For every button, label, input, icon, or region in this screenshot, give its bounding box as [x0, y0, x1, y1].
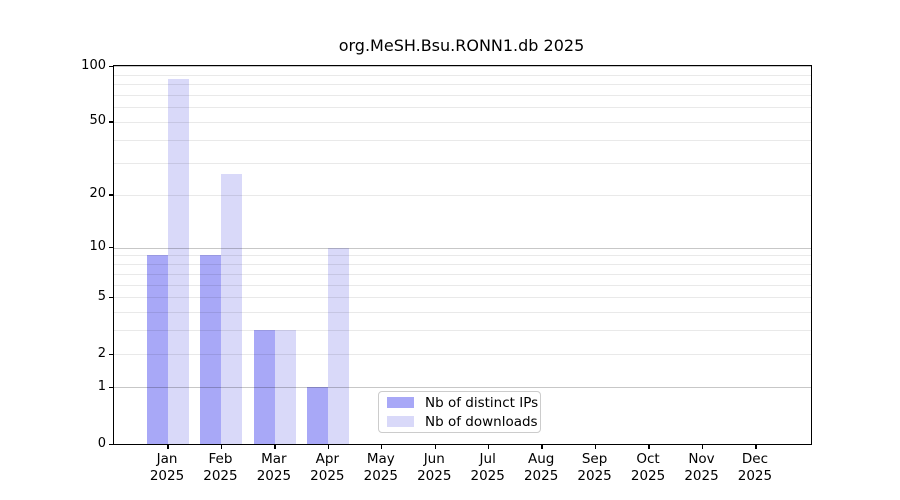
y-tick-label: 20	[89, 186, 106, 202]
y-tick-label: 1	[97, 378, 106, 394]
gridline-minor	[114, 94, 811, 96]
x-tick-year: 2025	[684, 468, 719, 484]
chart-title: org.MeSH.Bsu.RONN1.db 2025	[338, 36, 585, 55]
x-tick-month: Feb	[208, 451, 233, 467]
x-tick-year: 2025	[417, 468, 452, 484]
x-tick-year: 2025	[737, 468, 773, 484]
x-tick-month: Dec	[741, 451, 768, 467]
x-tick-year: 2025	[630, 468, 666, 484]
bar-distinct-ips-apr	[307, 387, 329, 444]
x-tick-mark	[488, 445, 490, 449]
bar-downloads-mar	[274, 330, 296, 444]
gridline-minor	[114, 139, 811, 141]
gridline-minor	[114, 121, 811, 123]
x-tick-label: Dec 2025	[723, 451, 787, 485]
x-tick-year: 2025	[203, 468, 238, 484]
y-tick-label: 5	[97, 288, 106, 304]
x-tick-year: 2025	[310, 468, 345, 484]
x-tick-year: 2025	[577, 468, 612, 484]
legend-item-distinct-ips: Nb of distinct IPs	[379, 395, 540, 411]
bar-downloads-jan	[168, 79, 189, 444]
y-tick-label: 0	[97, 435, 106, 451]
x-tick-year: 2025	[149, 468, 185, 484]
x-tick-mark	[327, 445, 330, 449]
gridline-minor	[114, 194, 811, 196]
bar-downloads-apr	[328, 247, 350, 444]
y-tick-mark	[109, 386, 113, 389]
y-tick-label: 2	[97, 345, 106, 361]
plot-area	[109, 65, 812, 449]
x-tick-label: Apr 2025	[295, 451, 359, 485]
y-tick-mark	[109, 121, 113, 123]
x-tick-label: Jan 2025	[135, 451, 199, 485]
bar-distinct-ips-feb	[200, 255, 222, 444]
y-tick-mark	[109, 296, 113, 299]
x-tick-label: Nov 2025	[670, 451, 734, 485]
x-tick-mark	[701, 445, 704, 449]
x-tick-month: Mar	[261, 451, 287, 467]
x-tick-year: 2025	[470, 468, 505, 484]
legend: Nb of distinct IPs Nb of downloads	[378, 391, 541, 433]
y-tick-label: 100	[81, 57, 106, 73]
x-tick-label: Jun 2025	[402, 451, 466, 485]
x-tick-month: Jul	[479, 451, 496, 467]
gridline-major	[114, 247, 811, 249]
downloads-swatch	[387, 416, 414, 427]
y-tick-label: 10	[89, 239, 106, 255]
x-tick-year: 2025	[523, 468, 559, 484]
legend-item-downloads: Nb of downloads	[379, 414, 540, 430]
bar-distinct-ips-jan	[147, 255, 168, 444]
gridline-minor	[114, 84, 811, 86]
x-tick-mark	[755, 445, 757, 449]
legend-label-downloads: Nb of downloads	[425, 413, 538, 430]
y-tick-mark	[109, 443, 113, 445]
x-tick-mark	[274, 445, 276, 449]
y-tick-mark	[109, 65, 113, 67]
legend-label-distinct-ips: Nb of distinct IPs	[425, 394, 539, 411]
bar-downloads-feb	[221, 174, 243, 444]
x-tick-year: 2025	[256, 468, 292, 484]
y-tick-label: 50	[89, 113, 106, 129]
x-tick-mark	[220, 445, 223, 449]
gridline-minor	[114, 107, 811, 109]
x-tick-month: Oct	[636, 451, 660, 467]
gridline-major	[114, 66, 811, 67]
x-tick-mark	[167, 445, 169, 449]
x-tick-month: Jun	[423, 451, 445, 467]
y-tick-mark	[109, 194, 113, 196]
gridline-minor	[114, 162, 811, 164]
x-tick-month: May	[366, 451, 395, 467]
x-tick-mark	[381, 445, 383, 449]
x-tick-year: 2025	[363, 468, 398, 484]
bar-distinct-ips-mar	[253, 330, 275, 444]
x-tick-month: Apr	[315, 451, 340, 467]
x-tick-mark	[434, 445, 436, 449]
x-tick-mark	[541, 445, 543, 449]
x-tick-label: Jul 2025	[456, 451, 520, 485]
x-tick-label: Feb 2025	[188, 451, 252, 485]
x-tick-label: Sep 2025	[563, 451, 627, 485]
distinct-ips-swatch	[387, 397, 414, 408]
x-tick-label: Oct 2025	[616, 451, 680, 485]
x-tick-label: Mar 2025	[242, 451, 306, 485]
x-tick-label: Aug 2025	[509, 451, 573, 485]
y-tick-mark	[109, 353, 113, 355]
x-tick-month: Jan	[156, 451, 178, 467]
y-tick-mark	[109, 247, 113, 249]
gridline-minor	[114, 74, 811, 76]
x-tick-mark	[594, 445, 597, 449]
x-tick-month: Nov	[688, 451, 715, 467]
x-tick-month: Aug	[527, 451, 555, 467]
x-tick-month: Sep	[581, 451, 608, 467]
x-tick-mark	[648, 445, 650, 449]
x-tick-label: May 2025	[349, 451, 413, 485]
